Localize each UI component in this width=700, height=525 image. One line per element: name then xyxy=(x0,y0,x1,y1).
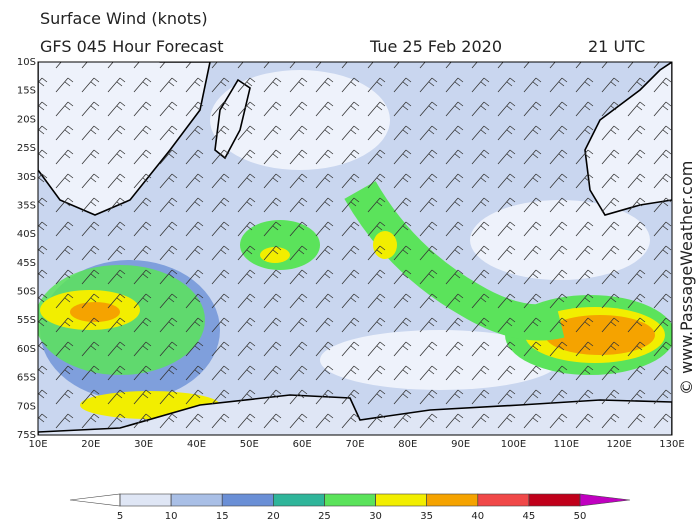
color-swatch xyxy=(477,493,530,507)
colorbar-label: 10 xyxy=(165,511,178,522)
lat-label: 55S xyxy=(17,315,36,326)
title: Surface Wind (knots) xyxy=(40,9,208,28)
color-swatch xyxy=(170,493,223,507)
color-swatch xyxy=(375,493,427,507)
model: GFS 045 Hour Forecast xyxy=(40,37,224,56)
credit: © www.PassageWeather.com xyxy=(677,161,696,395)
color-swatch xyxy=(579,493,631,507)
lon-label: 30E xyxy=(134,439,153,450)
colorbar-label: 25 xyxy=(318,511,331,522)
colorbar-label: 20 xyxy=(267,511,280,522)
lon-label: 50E xyxy=(240,439,259,450)
colorbar: 5 10 15 20 25 30 35 40 45 50 xyxy=(69,493,631,522)
colorbar-label: 30 xyxy=(369,511,382,522)
colorbar-label: 45 xyxy=(523,511,536,522)
lon-labels: 10E 20E 30E 40E 50E 60E 70E 80E 90E 100E 110E 120E 1… xyxy=(28,439,684,450)
map-frame xyxy=(37,61,673,436)
color-swatch xyxy=(273,493,325,507)
date: Tue 25 Feb 2020 xyxy=(369,37,502,56)
colorbar-label: 5 xyxy=(117,511,123,522)
lat-label: 75S xyxy=(17,430,36,441)
colorbar-label: 50 xyxy=(574,511,587,522)
lon-label: 110E xyxy=(554,439,579,450)
color-swatch xyxy=(528,493,581,507)
lat-label: 15S xyxy=(17,86,36,97)
lat-label: 35S xyxy=(17,200,36,211)
colorbar-label: 35 xyxy=(420,511,433,522)
color-swatch xyxy=(221,493,274,507)
lon-label: 130E xyxy=(659,439,684,450)
lat-label: 50S xyxy=(17,287,36,298)
lat-label: 65S xyxy=(17,373,36,384)
wind-map xyxy=(38,62,672,435)
lon-label: 40E xyxy=(187,439,206,450)
lon-label: 10E xyxy=(28,439,47,450)
lon-label: 80E xyxy=(398,439,417,450)
lon-label: 60E xyxy=(293,439,312,450)
lon-label: 70E xyxy=(345,439,364,450)
lat-label: 45S xyxy=(17,258,36,269)
color-swatch xyxy=(426,493,479,507)
colorbar-label: 40 xyxy=(471,511,484,522)
lat-label: 25S xyxy=(17,143,36,154)
lat-label: 60S xyxy=(17,344,36,355)
lon-label: 120E xyxy=(606,439,631,450)
color-swatch xyxy=(324,493,376,507)
lat-label: 30S xyxy=(17,172,36,183)
colorbar-label: 15 xyxy=(216,511,229,522)
wind-barbs xyxy=(38,62,672,435)
lat-label: 10S xyxy=(17,57,36,68)
color-swatch xyxy=(119,493,172,507)
lon-label: 100E xyxy=(501,439,526,450)
lat-label: 40S xyxy=(17,229,36,240)
lat-labels: 10S 15S 20S 25S 30S 35S 40S 45S 50S 55S 60S 65S 70S 7… xyxy=(17,57,36,441)
lon-label: 90E xyxy=(451,439,470,450)
lon-label: 20E xyxy=(81,439,100,450)
lat-label: 20S xyxy=(17,114,36,125)
color-swatch xyxy=(69,493,121,507)
lat-label: 70S xyxy=(17,401,36,412)
time: 21 UTC xyxy=(588,37,645,56)
